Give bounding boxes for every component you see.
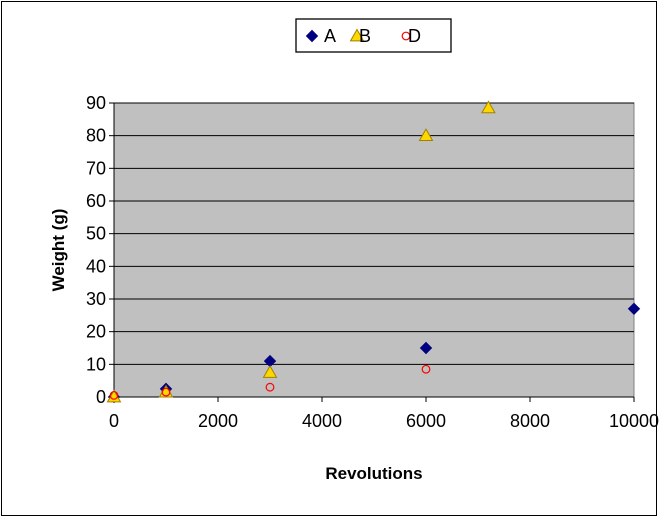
y-axis-title: Weight (g) xyxy=(49,209,68,292)
legend-item-a: A xyxy=(305,26,336,46)
legend-item-b: B xyxy=(349,26,371,46)
plot-area xyxy=(113,102,635,398)
point-d xyxy=(109,390,119,400)
legend-label-d: D xyxy=(408,26,421,46)
legend-marker-a xyxy=(305,29,319,43)
legend-item-d: D xyxy=(401,26,421,46)
point-d xyxy=(421,364,431,374)
legend-marker-d xyxy=(401,31,411,41)
y-tick-label: 20 xyxy=(86,322,106,342)
legend-label-b: B xyxy=(359,26,371,46)
y-tick-label: 40 xyxy=(86,256,106,276)
point-a xyxy=(419,341,433,355)
x-tick-label: 8000 xyxy=(510,411,550,431)
y-tick-label: 80 xyxy=(86,126,106,146)
point-b xyxy=(481,100,496,114)
y-tick-label: 10 xyxy=(86,354,106,374)
point-b xyxy=(418,128,434,142)
y-tick-label: 30 xyxy=(86,289,106,309)
point-a xyxy=(627,302,641,316)
y-tick-label: 70 xyxy=(86,158,106,178)
point-d xyxy=(161,387,171,397)
legend-marker-b xyxy=(349,28,365,42)
x-tick-label: 4000 xyxy=(302,411,342,431)
y-tick-label: 60 xyxy=(86,191,106,211)
legend-label-a: A xyxy=(324,26,336,46)
y-tick-label: 90 xyxy=(86,93,106,113)
y-tick-label: 50 xyxy=(86,224,106,244)
x-axis-title: Revolutions xyxy=(325,464,422,483)
x-tick-label: 10000 xyxy=(609,411,659,431)
point-d xyxy=(265,382,275,392)
x-tick-label: 6000 xyxy=(406,411,446,431)
point-b xyxy=(262,364,278,378)
x-tick-label: 0 xyxy=(109,411,119,431)
x-tick-label: 2000 xyxy=(198,411,238,431)
y-tick-label: 0 xyxy=(96,387,106,407)
legend-box xyxy=(295,18,452,53)
series-d xyxy=(109,364,431,400)
